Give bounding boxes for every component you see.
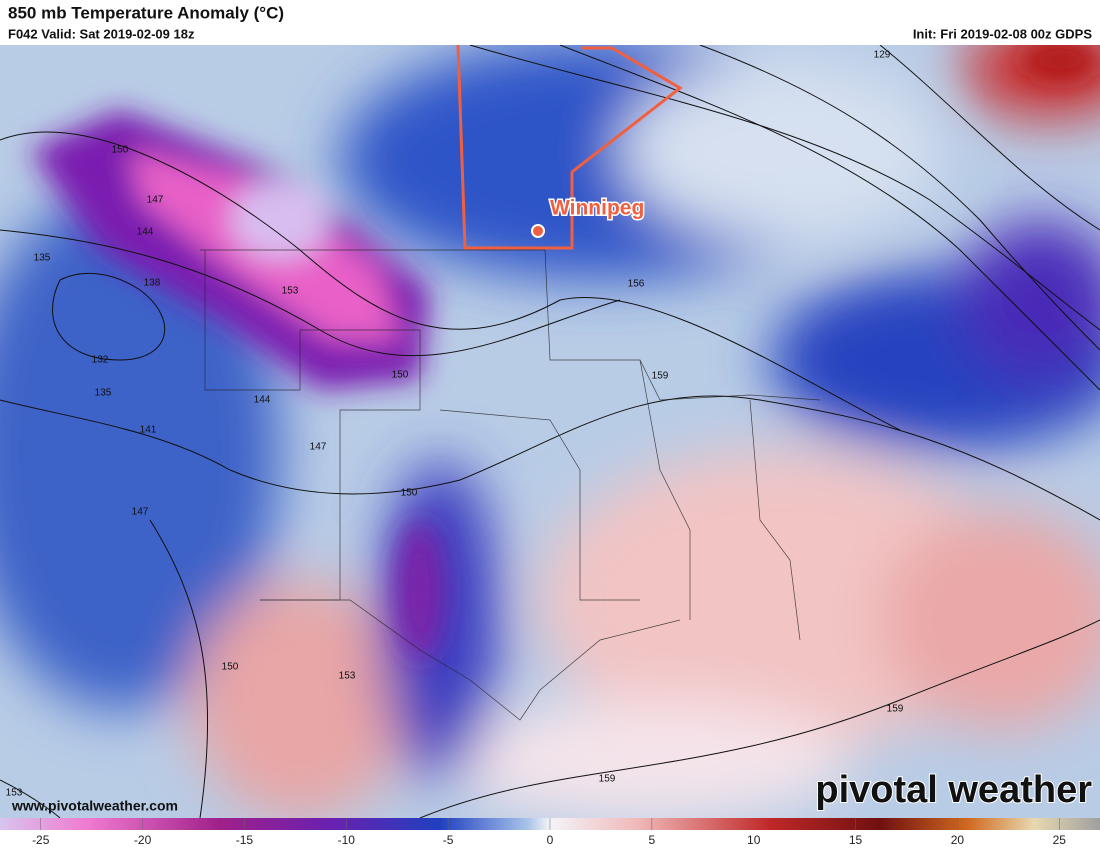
contour-label: 135 xyxy=(34,253,51,264)
brand: pivotal weather xyxy=(815,769,1092,811)
contour-label: 144 xyxy=(137,227,154,238)
contour-label: 153 xyxy=(282,286,299,297)
contour-label: 159 xyxy=(887,704,904,715)
city-marker xyxy=(531,224,545,238)
init-time: Init: Fri 2019-02-08 00z GDPS xyxy=(913,26,1093,41)
city-label: Winnipeg xyxy=(550,197,644,220)
colorbar-tick-label: -25 xyxy=(32,833,50,847)
contour-label: 153 xyxy=(6,788,23,799)
colorbar-tick-label: 5 xyxy=(649,833,656,847)
contour-label: 132 xyxy=(92,355,109,366)
borders xyxy=(200,249,821,721)
contour-label: 135 xyxy=(95,388,112,399)
colorbar-tick-label: -15 xyxy=(236,833,254,847)
title: 850 mb Temperature Anomaly (°C) xyxy=(8,3,284,22)
website: www.pivotalweather.com xyxy=(11,798,178,814)
contour-label: 141 xyxy=(140,425,157,436)
contour-label: 138 xyxy=(144,278,161,289)
contour-label: 159 xyxy=(652,371,669,382)
contour-label: 144 xyxy=(254,395,271,406)
colorbar-tick-label: 20 xyxy=(951,833,965,847)
contour-label: 159 xyxy=(599,774,616,785)
colorbar-tick-label: -10 xyxy=(338,833,356,847)
contour-label: 147 xyxy=(132,507,149,518)
colorbar-tick-label: -5 xyxy=(443,833,454,847)
map: Winnipeg 1291501471441351381531321351411… xyxy=(0,45,1100,818)
contours xyxy=(0,45,1100,818)
colorbar-ticks: -25 -20 -15 -10 -5 0 5 10 15 20 25 xyxy=(32,818,1066,847)
colorbar-tick-label: 10 xyxy=(747,833,761,847)
contour-labels: 129 150 147 144 135 138 153 132 135 141 144 150 147 1… xyxy=(6,50,904,799)
colorbar-tick-label: 15 xyxy=(849,833,863,847)
contour-label: 150 xyxy=(112,145,129,156)
colorbar-tick-label: 0 xyxy=(547,833,554,847)
contour-label: 147 xyxy=(310,442,327,453)
contour-label: 156 xyxy=(628,279,645,290)
contour-label: 147 xyxy=(147,195,164,206)
contour-label: 153 xyxy=(339,671,356,682)
contour-label: 129 xyxy=(874,50,891,61)
contour-label: 150 xyxy=(401,488,418,499)
contour-label: 150 xyxy=(222,662,239,673)
colorbar-tick-label: -20 xyxy=(134,833,152,847)
valid-time: F042 Valid: Sat 2019-02-09 18z xyxy=(8,26,195,41)
province-outline xyxy=(456,45,683,250)
contour-label: 150 xyxy=(392,370,409,381)
colorbar-tick-label: 25 xyxy=(1053,833,1067,847)
